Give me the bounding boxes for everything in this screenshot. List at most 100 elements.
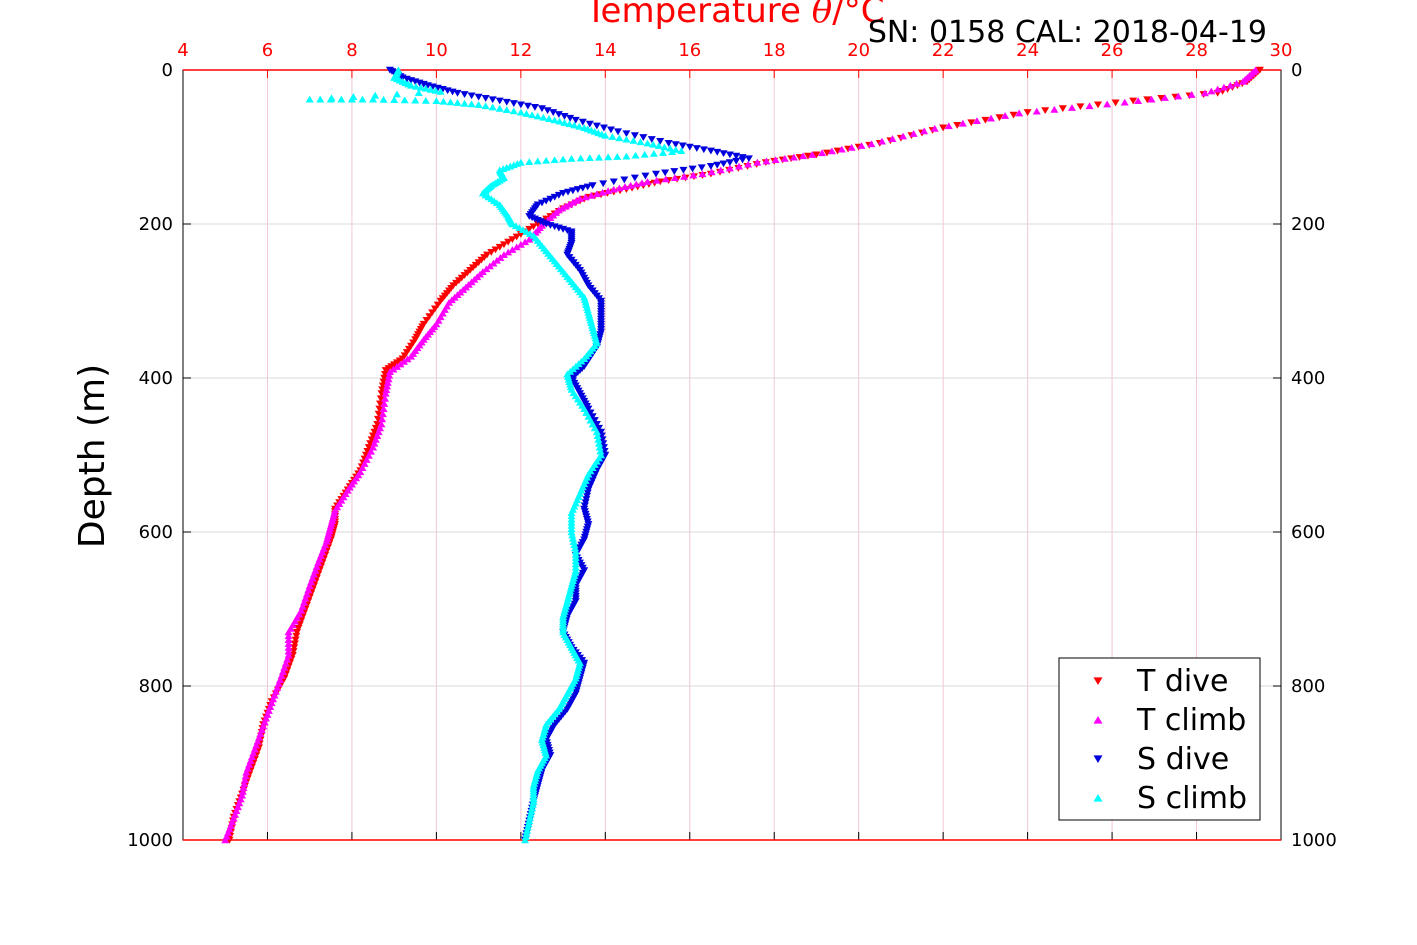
data-point — [525, 235, 534, 243]
data-point — [431, 86, 440, 94]
data-point — [609, 185, 618, 193]
data-point — [433, 301, 442, 309]
data-point — [367, 436, 376, 444]
data-point — [542, 197, 551, 205]
data-point — [1067, 104, 1076, 111]
data-point — [491, 246, 500, 254]
data-point — [509, 100, 518, 107]
data-point — [411, 82, 420, 90]
data-point — [1085, 102, 1094, 110]
data-point — [284, 636, 293, 643]
data-point — [584, 405, 593, 413]
data-point — [615, 184, 624, 192]
data-point — [539, 113, 548, 121]
data-point — [668, 148, 677, 155]
data-point — [567, 528, 576, 536]
data-point — [380, 400, 389, 407]
data-point — [661, 175, 670, 183]
data-point — [1023, 109, 1032, 116]
legend-marker — [1093, 715, 1103, 724]
data-point — [576, 154, 585, 162]
data-point — [389, 365, 398, 373]
data-point — [425, 313, 434, 320]
data-point — [502, 106, 511, 113]
data-point — [566, 114, 575, 122]
data-point — [641, 172, 650, 180]
x-tick-label: 14 — [594, 40, 617, 61]
data-point — [284, 628, 293, 636]
data-point — [833, 147, 842, 155]
data-point — [592, 421, 601, 428]
data-point — [375, 405, 384, 413]
data-point — [242, 768, 251, 776]
data-point — [1050, 105, 1059, 113]
data-point — [1200, 89, 1209, 97]
data-point — [909, 130, 918, 137]
legend-label: S climb — [1137, 781, 1247, 816]
data-point — [823, 149, 832, 157]
data-point — [631, 151, 640, 159]
data-point — [578, 118, 587, 126]
legend-label: T climb — [1136, 703, 1246, 738]
data-point — [707, 168, 716, 176]
data-point — [414, 89, 423, 97]
data-point — [1134, 97, 1143, 104]
data-point — [621, 183, 630, 190]
data-point — [1009, 111, 1018, 119]
data-point — [554, 111, 563, 118]
data-point — [240, 780, 249, 787]
data-point — [780, 154, 789, 162]
data-point — [383, 382, 392, 390]
data-point — [585, 120, 594, 128]
data-point — [369, 432, 378, 440]
data-point — [679, 166, 688, 174]
data-point — [585, 154, 594, 161]
data-point — [382, 386, 391, 394]
data-point — [504, 238, 513, 246]
data-point — [1174, 92, 1183, 100]
data-point — [284, 643, 293, 651]
data-point — [762, 157, 771, 165]
data-point — [284, 632, 293, 640]
data-point — [378, 415, 387, 423]
data-point — [592, 428, 601, 436]
data-point — [379, 378, 388, 386]
data-point — [467, 100, 476, 108]
data-point — [1015, 109, 1024, 117]
data-point — [495, 97, 504, 105]
data-point — [488, 103, 497, 111]
data-point — [620, 176, 629, 184]
data-point — [639, 134, 648, 141]
data-point — [358, 95, 367, 103]
x-tick-label: 30 — [1270, 40, 1293, 61]
x-tick-label: 26 — [1101, 40, 1124, 61]
data-point — [525, 817, 534, 824]
data-point — [280, 663, 289, 671]
serial-calibration-label: SN: 0158 CAL: 2018-04-19 — [868, 15, 1267, 50]
data-point — [599, 180, 608, 188]
data-point — [495, 243, 504, 251]
data-point — [545, 115, 553, 122]
data-point — [533, 157, 542, 165]
data-point — [550, 156, 559, 164]
data-point — [512, 243, 521, 251]
data-point — [944, 122, 953, 130]
y-tick-label-left: 1000 — [127, 830, 173, 851]
data-point — [1238, 77, 1247, 85]
data-point — [385, 371, 394, 379]
data-point — [521, 238, 530, 246]
data-point — [716, 166, 725, 174]
data-point — [421, 96, 430, 104]
data-point — [594, 153, 603, 161]
data-point — [1058, 105, 1067, 113]
data-point — [528, 804, 537, 812]
data-point — [698, 170, 707, 178]
data-point — [630, 174, 639, 182]
data-point — [488, 96, 497, 104]
data-point — [537, 105, 546, 113]
data-point — [460, 91, 469, 98]
data-point — [654, 142, 663, 149]
data-point — [316, 95, 325, 103]
data-point — [732, 157, 741, 165]
